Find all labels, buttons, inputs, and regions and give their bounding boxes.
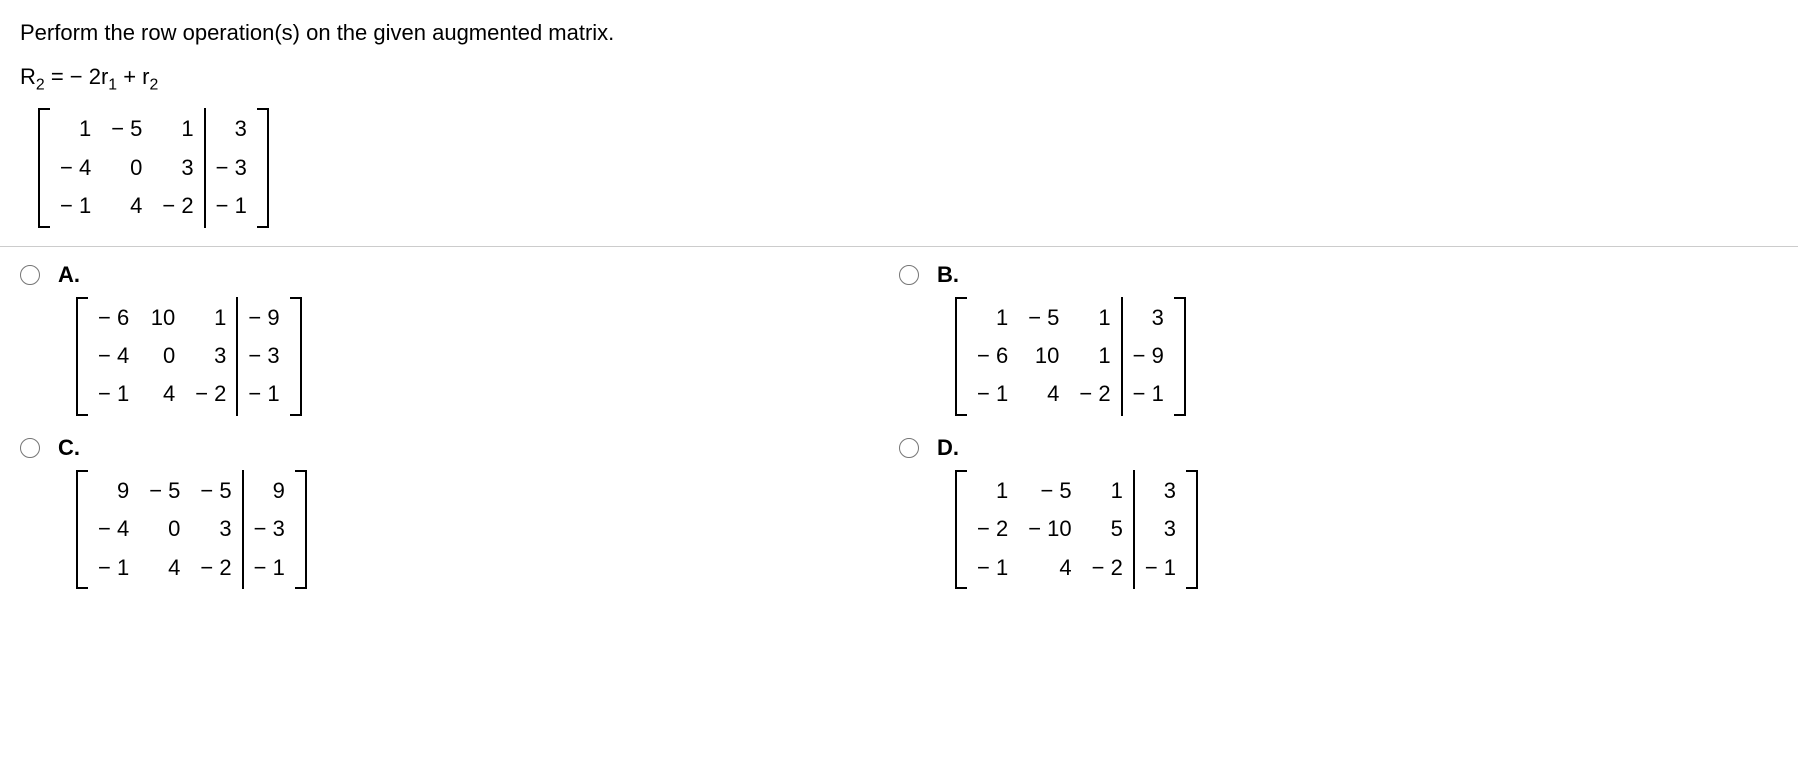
- matrix-cell: 0: [101, 155, 152, 181]
- matrix-cell: − 1: [1123, 381, 1174, 407]
- choice-D: D.1− 51− 2− 105− 14− 233− 1: [899, 432, 1778, 595]
- matrix-cell: 3: [152, 155, 203, 181]
- matrix-cell: − 2: [1082, 555, 1133, 581]
- choice-label-C: C.: [58, 432, 80, 464]
- matrix-cell: 4: [1018, 555, 1081, 581]
- matrix-cell: − 1: [206, 193, 257, 219]
- choice-matrix-B: 1− 51− 6101− 14− 23− 9− 1: [955, 297, 1186, 416]
- choice-radio-D[interactable]: [899, 438, 919, 458]
- matrix-cell: − 1: [88, 381, 139, 407]
- matrix-cell: − 2: [152, 193, 203, 219]
- matrix-cell: − 4: [88, 343, 139, 369]
- matrix-cell: 4: [139, 381, 185, 407]
- question-header: Perform the row operation(s) on the give…: [0, 0, 1798, 234]
- matrix-cell: − 4: [88, 516, 139, 542]
- matrix-cell: 1: [185, 305, 236, 331]
- matrix-cell: 4: [101, 193, 152, 219]
- matrix-cell: − 1: [1135, 555, 1186, 581]
- choices-container: A.− 6101− 403− 14− 2− 9− 3− 1 C.9− 5− 5−…: [0, 259, 1798, 625]
- matrix-cell: − 5: [190, 478, 241, 504]
- matrix-cell: 3: [1123, 305, 1174, 331]
- matrix-cell: − 1: [244, 555, 295, 581]
- choice-col-right: B.1− 51− 6101− 14− 23− 9− 1 D.1− 51− 2− …: [899, 259, 1778, 605]
- matrix-cell: 9: [88, 478, 139, 504]
- matrix-cell: − 5: [139, 478, 190, 504]
- matrix-cell: 0: [139, 516, 190, 542]
- choice-radio-C[interactable]: [20, 438, 40, 458]
- question-prompt: Perform the row operation(s) on the give…: [20, 20, 1778, 46]
- matrix-cell: − 6: [88, 305, 139, 331]
- choice-A: A.− 6101− 403− 14− 2− 9− 3− 1: [20, 259, 899, 422]
- matrix-cell: − 5: [1018, 478, 1081, 504]
- matrix-cell: − 5: [1018, 305, 1069, 331]
- matrix-cell: − 1: [50, 193, 101, 219]
- choice-label-A: A.: [58, 259, 80, 291]
- matrix-cell: − 2: [967, 516, 1018, 542]
- matrix-cell: 1: [1069, 343, 1120, 369]
- choice-label-D: D.: [937, 432, 959, 464]
- matrix-cell: − 3: [244, 516, 295, 542]
- matrix-cell: − 5: [101, 116, 152, 142]
- matrix-cell: 1: [1069, 305, 1120, 331]
- matrix-cell: 3: [206, 116, 257, 142]
- matrix-cell: − 1: [967, 381, 1018, 407]
- matrix-cell: 4: [139, 555, 190, 581]
- matrix-cell: 1: [152, 116, 203, 142]
- matrix-cell: 1: [1082, 478, 1133, 504]
- matrix-cell: 3: [1135, 478, 1186, 504]
- choice-radio-A[interactable]: [20, 265, 40, 285]
- matrix-cell: 4: [1018, 381, 1069, 407]
- matrix-cell: 3: [1135, 516, 1186, 542]
- matrix-cell: 1: [967, 478, 1018, 504]
- matrix-cell: 10: [1018, 343, 1069, 369]
- choice-col-left: A.− 6101− 403− 14− 2− 9− 3− 1 C.9− 5− 5−…: [20, 259, 899, 605]
- matrix-cell: − 1: [967, 555, 1018, 581]
- choice-matrix-D: 1− 51− 2− 105− 14− 233− 1: [955, 470, 1198, 589]
- matrix-cell: − 9: [1123, 343, 1174, 369]
- matrix-cell: − 2: [1069, 381, 1120, 407]
- matrix-cell: − 2: [185, 381, 236, 407]
- matrix-cell: 9: [244, 478, 295, 504]
- row-operation: R2 = − 2r1 + r2: [20, 64, 1778, 94]
- choice-matrix-C: 9− 5− 5− 403− 14− 29− 3− 1: [76, 470, 307, 589]
- matrix-cell: − 4: [50, 155, 101, 181]
- choice-label-B: B.: [937, 259, 959, 291]
- matrix-cell: − 3: [238, 343, 289, 369]
- matrix-cell: 0: [139, 343, 185, 369]
- matrix-cell: − 6: [967, 343, 1018, 369]
- matrix-cell: − 9: [238, 305, 289, 331]
- matrix-cell: 10: [139, 305, 185, 331]
- matrix-cell: 1: [967, 305, 1018, 331]
- choice-C: C.9− 5− 5− 403− 14− 29− 3− 1: [20, 432, 899, 595]
- given-matrix: 1− 51− 403− 14− 23− 3− 1: [38, 108, 269, 227]
- matrix-cell: 3: [185, 343, 236, 369]
- choice-B: B.1− 51− 6101− 14− 23− 9− 1: [899, 259, 1778, 422]
- matrix-cell: − 3: [206, 155, 257, 181]
- matrix-cell: − 1: [238, 381, 289, 407]
- matrix-cell: − 2: [190, 555, 241, 581]
- choice-matrix-A: − 6101− 403− 14− 2− 9− 3− 1: [76, 297, 302, 416]
- matrix-cell: − 1: [88, 555, 139, 581]
- matrix-cell: 5: [1082, 516, 1133, 542]
- matrix-cell: 1: [50, 116, 101, 142]
- section-divider: [0, 246, 1798, 247]
- matrix-cell: 3: [190, 516, 241, 542]
- matrix-cell: − 10: [1018, 516, 1081, 542]
- choice-radio-B[interactable]: [899, 265, 919, 285]
